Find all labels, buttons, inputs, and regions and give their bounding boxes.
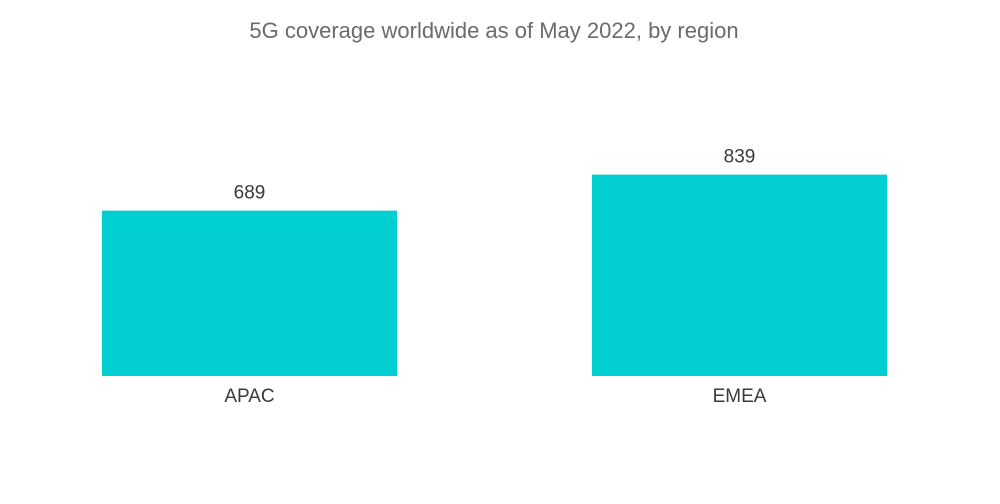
value-label-emea: 839: [724, 147, 756, 168]
value-label-apac: 689: [234, 183, 266, 204]
bars-layer: [102, 174, 887, 376]
bar-apac: [102, 210, 397, 376]
category-label-emea: EMEA: [713, 386, 767, 407]
bar-emea: [592, 174, 887, 376]
chart-title: 5G coverage worldwide as of May 2022, by…: [249, 18, 738, 43]
labels-layer: 689 APAC 839 EMEA: [224, 147, 766, 407]
category-label-apac: APAC: [224, 386, 274, 407]
